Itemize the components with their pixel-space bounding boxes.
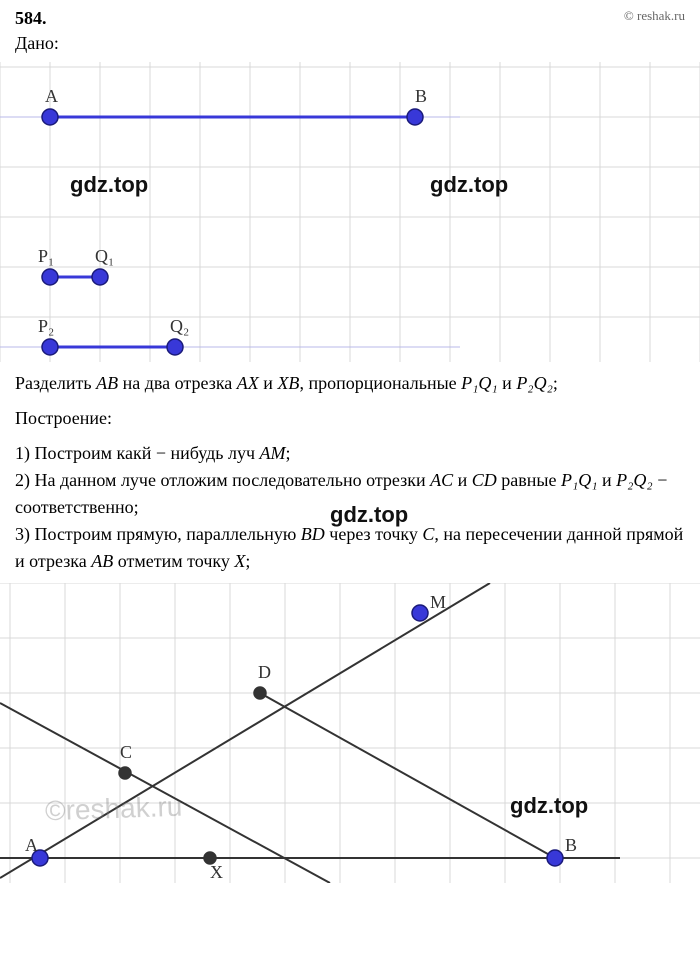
svg-text:A: A	[25, 835, 38, 855]
text: Разделить	[15, 373, 96, 393]
var-bd: BD	[301, 524, 325, 544]
text: отметим точку	[113, 551, 234, 571]
diagram-construction: A B X C D M gdz.top ©reshak.ru	[0, 583, 700, 883]
var-p1q1: P₁Q₁	[461, 373, 498, 393]
text: и	[598, 470, 617, 490]
svg-text:A: A	[45, 86, 58, 106]
svg-text:P₁: P₁	[38, 246, 54, 266]
svg-text:P₂: P₂	[38, 316, 54, 336]
text: и	[498, 373, 517, 393]
watermark-gdz: gdz.top	[330, 498, 408, 531]
text: , пропорциональные	[299, 373, 461, 393]
watermark-gdz: gdz.top	[430, 172, 508, 198]
text: ;	[245, 551, 250, 571]
var-cd: CD	[472, 470, 497, 490]
diagram-given: A B P₁ Q₁ P₂ Q₂ gdz.top gdz.top	[0, 62, 700, 362]
text: ;	[553, 373, 558, 393]
var-ax: AX	[237, 373, 259, 393]
svg-text:C: C	[120, 742, 132, 762]
text: ;	[286, 443, 291, 463]
var-c: C	[422, 524, 434, 544]
svg-text:B: B	[415, 86, 427, 106]
site-credit: © reshak.ru	[624, 8, 685, 29]
text: равные	[497, 470, 561, 490]
text: 1) Построим какй − нибудь луч	[15, 443, 260, 463]
text: 2) На данном луче отложим последовательн…	[15, 470, 430, 490]
watermark-reshak: ©reshak.ru	[44, 791, 182, 828]
problem-number: 584.	[15, 8, 47, 29]
var-ac: AC	[430, 470, 453, 490]
svg-text:M: M	[430, 592, 446, 612]
text: на два отрезка	[118, 373, 237, 393]
text: и	[453, 470, 472, 490]
watermark-gdz: gdz.top	[510, 793, 588, 819]
var-ab: AB	[96, 373, 118, 393]
var-x: X	[234, 551, 245, 571]
construction-steps: 1) Построим какй − нибудь луч AM; 2) На …	[0, 440, 700, 583]
var-ab: AB	[91, 551, 113, 571]
task-text: Разделить AB на два отрезка AX и XB, про…	[0, 362, 700, 405]
var-p1q1: P₁Q₁	[561, 470, 598, 490]
svg-text:D: D	[258, 662, 271, 682]
text: и	[259, 373, 278, 393]
var-xb: XB	[277, 373, 299, 393]
given-label: Дано:	[0, 33, 700, 62]
text: 3) Построим прямую, параллельную	[15, 524, 301, 544]
var-am: AM	[260, 443, 286, 463]
svg-text:X: X	[210, 862, 223, 882]
svg-text:Q₁: Q₁	[95, 246, 114, 266]
construction-label: Построение:	[0, 405, 700, 440]
step-1: 1) Построим какй − нибудь луч AM;	[15, 440, 685, 467]
watermark-gdz: gdz.top	[70, 172, 148, 198]
var-p2q2: P₂Q₂	[616, 470, 653, 490]
svg-text:B: B	[565, 835, 577, 855]
var-p2q2: P₂Q₂	[516, 373, 553, 393]
svg-text:Q₂: Q₂	[170, 316, 189, 336]
